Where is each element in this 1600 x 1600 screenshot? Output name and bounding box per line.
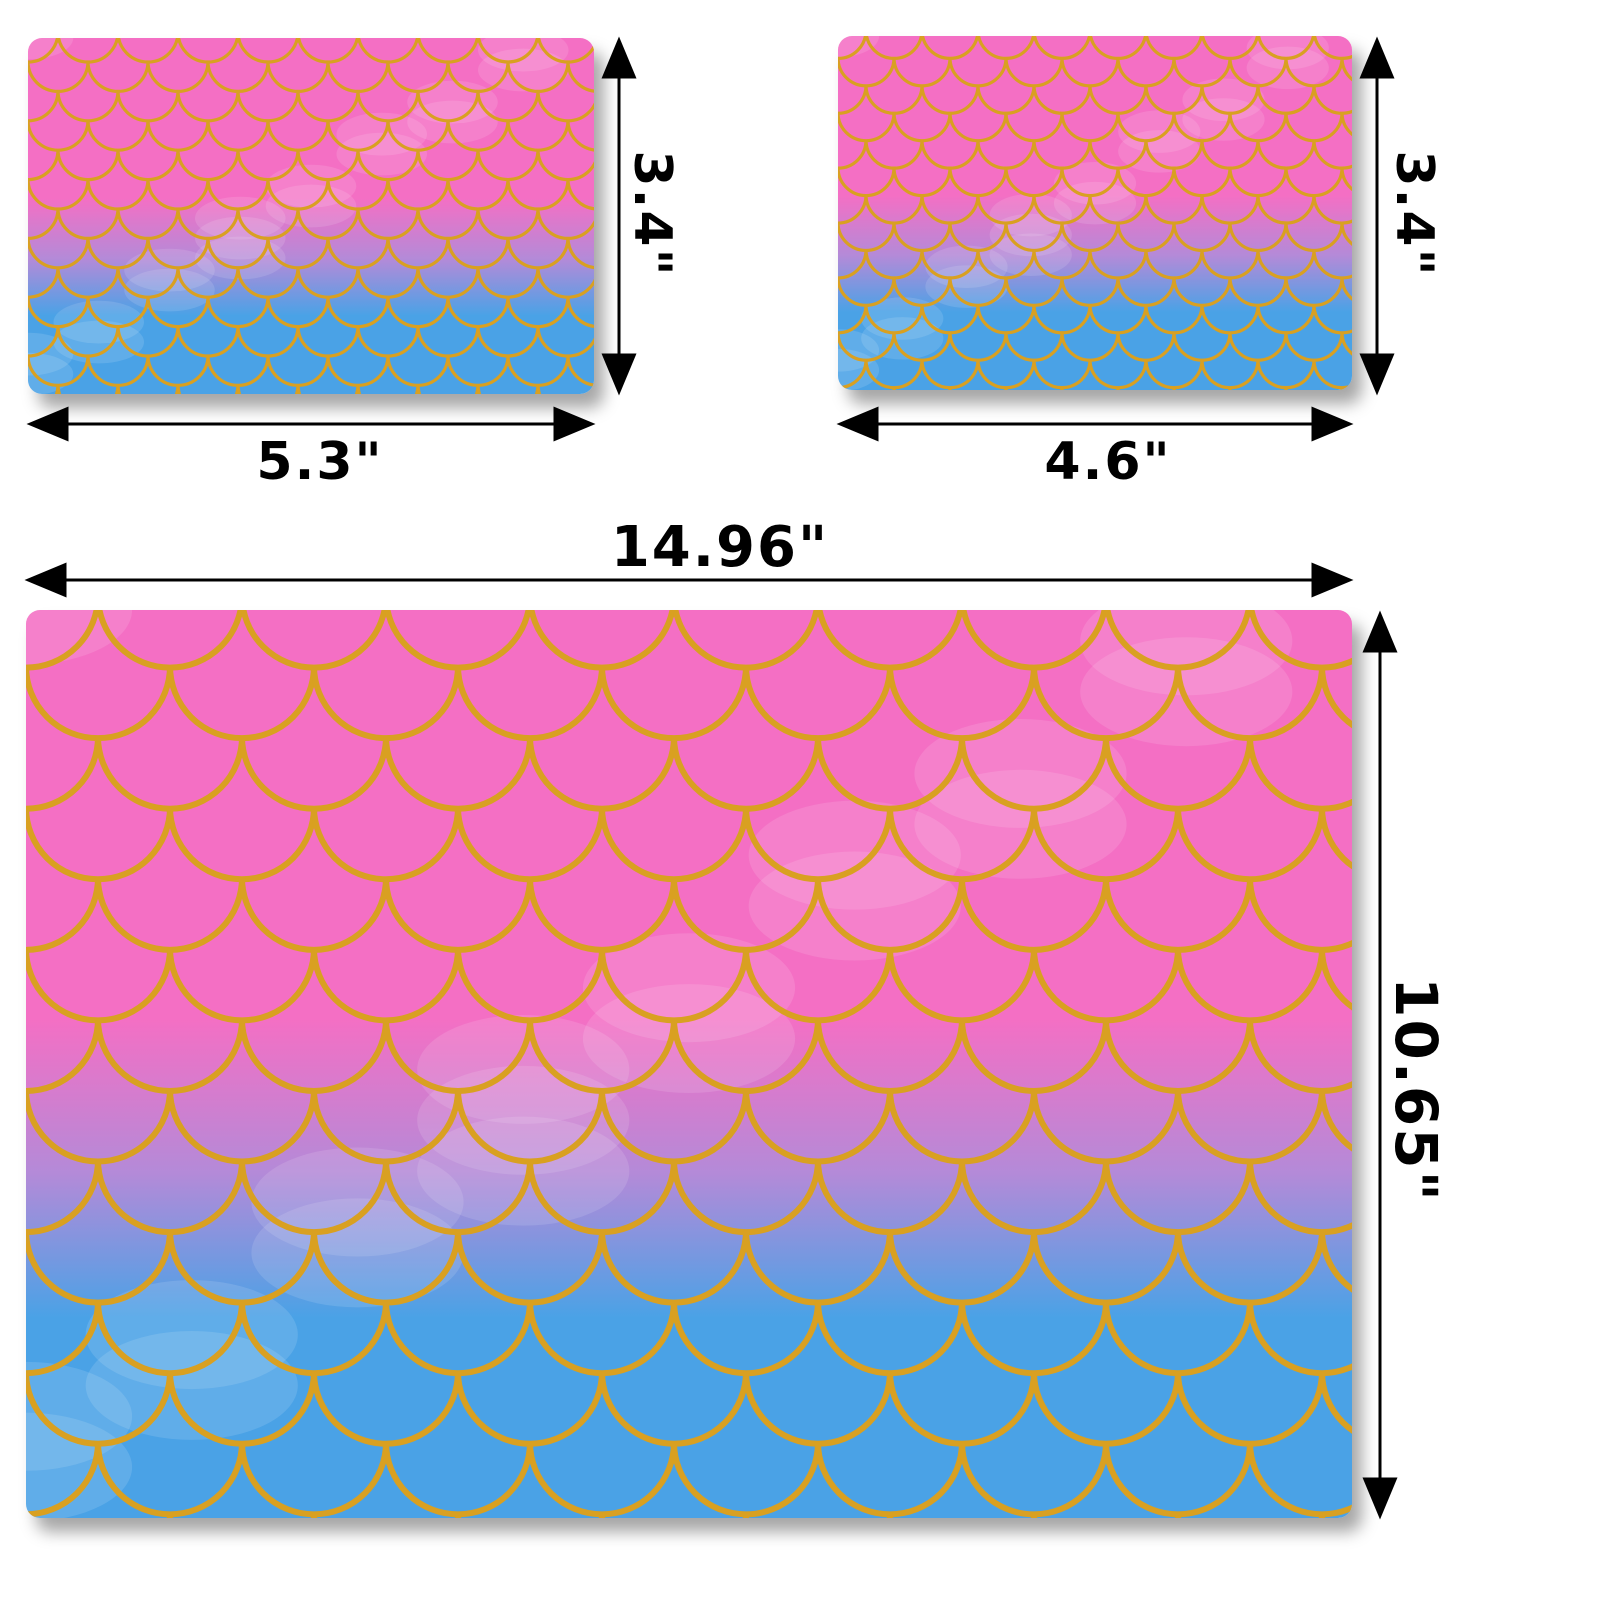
height-label-large: 10.65": [1382, 977, 1450, 1203]
width-label-small-right: 4.6": [1044, 432, 1172, 492]
width-label-large: 14.96": [610, 515, 830, 580]
mermaid-scale-pattern: [26, 610, 1352, 1518]
small-mat-left: [28, 38, 594, 394]
height-label-small-left: 3.4": [622, 150, 682, 278]
mermaid-scale-pattern: [28, 38, 594, 394]
width-label-small-left: 5.3": [256, 432, 384, 492]
mermaid-scale-pattern: [838, 36, 1352, 390]
height-label-small-right: 3.4": [1384, 150, 1444, 278]
small-mat-right: [838, 36, 1352, 390]
large-mat: [26, 610, 1352, 1518]
